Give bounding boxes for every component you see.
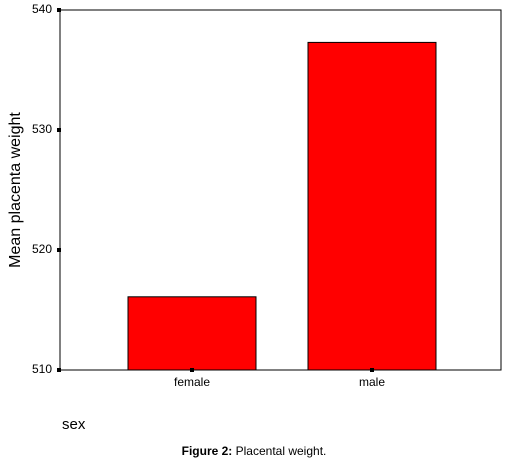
y-tick-mark xyxy=(57,368,61,372)
y-tick-label: 530 xyxy=(32,122,52,136)
caption: Figure 2: Placental weight. xyxy=(182,444,327,458)
bar xyxy=(127,296,257,371)
y-axis-label: Mean placenta weight xyxy=(7,112,24,268)
x-axis-label: sex xyxy=(62,416,86,433)
bar xyxy=(307,41,437,371)
y-tick-mark xyxy=(57,8,61,12)
caption-text: Placental weight. xyxy=(236,444,327,458)
x-tick-label: male xyxy=(359,375,385,389)
caption-label: Figure 2: xyxy=(182,444,233,458)
x-tick-mark xyxy=(190,368,194,372)
y-tick-mark xyxy=(57,128,61,132)
y-tick-mark xyxy=(57,248,61,252)
y-tick-label: 540 xyxy=(32,2,52,16)
x-tick-label: female xyxy=(174,375,210,389)
y-tick-label: 510 xyxy=(32,362,52,376)
plot-frame xyxy=(59,9,502,371)
y-tick-label: 520 xyxy=(32,242,52,256)
x-tick-mark xyxy=(370,368,374,372)
